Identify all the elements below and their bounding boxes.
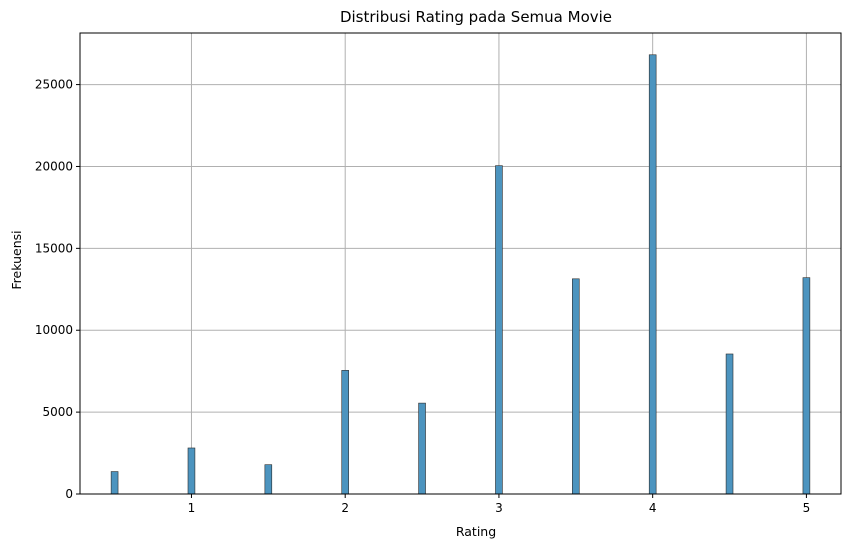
bar-rating-3-5: [572, 278, 580, 495]
bar-rating-1-5: [264, 464, 273, 495]
y-tick-label: 15000: [35, 241, 73, 255]
y-tick-label: 20000: [35, 159, 73, 173]
bar-rating-2-5: [418, 402, 426, 495]
axes: 1 2 3 4 5 0 5000 10000 15000 20000 25000: [35, 32, 842, 515]
chart-title: Distribusi Rating pada Semua Movie: [340, 8, 612, 26]
y-tick-label: 10000: [35, 323, 73, 337]
x-tick-label: 3: [495, 501, 503, 515]
y-tick-label: 25000: [35, 78, 73, 92]
plot-frame: [79, 32, 842, 495]
bars: [110, 54, 811, 495]
x-tick-label: 4: [649, 501, 657, 515]
bar-rating-0-5: [110, 471, 119, 495]
y-tick-label: 5000: [42, 405, 73, 419]
x-axis-label: Rating: [456, 524, 496, 539]
bar-rating-1: [187, 447, 196, 495]
x-tick-label: 2: [341, 501, 349, 515]
bar-rating-2: [341, 370, 349, 495]
y-tick-label: 0: [65, 487, 73, 501]
x-tick-label: 1: [188, 501, 196, 515]
bar-rating-4: [648, 54, 657, 495]
y-axis-label: Frekuensi: [9, 230, 24, 289]
bar-rating-3: [495, 165, 503, 495]
bar-rating-4-5: [725, 353, 734, 495]
bar-rating-5: [802, 277, 811, 495]
x-tick-label: 5: [803, 501, 811, 515]
